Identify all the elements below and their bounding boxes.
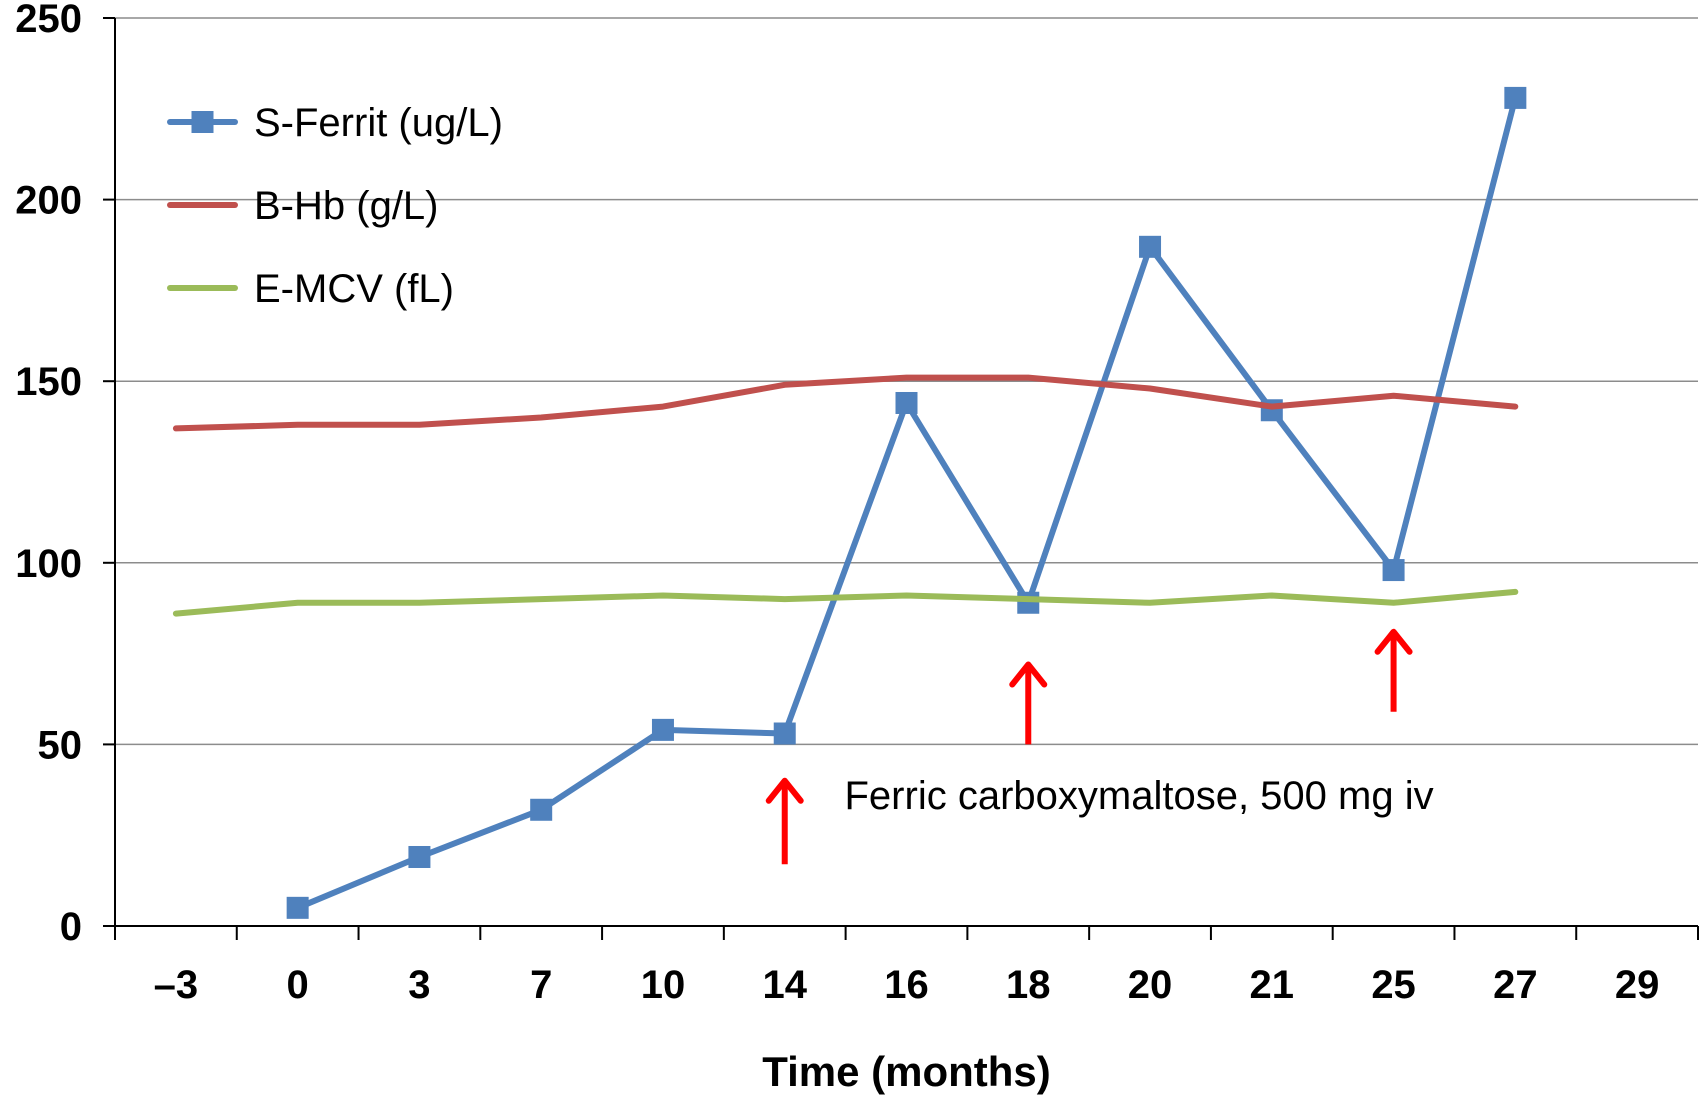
- annotation-text: Ferric carboxymaltose, 500 mg iv: [845, 774, 1434, 818]
- data-point: [286, 896, 309, 919]
- x-axis-label: Time (months): [762, 1048, 1051, 1095]
- y-tick-label: 250: [15, 0, 82, 41]
- series-line: [172, 374, 1519, 432]
- y-tick-label: 150: [15, 360, 82, 404]
- data-point: [408, 845, 431, 868]
- data-point: [651, 718, 674, 741]
- legend-label: B-Hb (g/L): [254, 184, 439, 228]
- x-tick-label: 18: [1006, 963, 1051, 1007]
- x-tick-label: 0: [287, 963, 309, 1007]
- arrow: [1374, 628, 1413, 712]
- arrow: [765, 777, 804, 865]
- arrow-head: [765, 777, 804, 804]
- legend: S-Ferrit (ug/L) B-Hb (g/L) E-MCV (fL): [167, 101, 503, 311]
- x-tick-label: 20: [1128, 963, 1173, 1007]
- grid-lines: [115, 17, 1698, 746]
- data-point: [773, 722, 796, 745]
- legend-item: S-Ferrit (ug/L): [167, 101, 503, 145]
- axes: 0 50 100 150 200 250 –3 0 3 7 10 14 16 18 20 21 25 27 29: [15, 0, 1699, 1007]
- x-tick-label: 25: [1371, 963, 1416, 1007]
- legend-item: B-Hb (g/L): [167, 184, 439, 228]
- x-tick-label: 16: [884, 963, 929, 1007]
- legend-label: S-Ferrit (ug/L): [254, 101, 503, 145]
- x-tick-label: 21: [1250, 963, 1295, 1007]
- y-tick-label: 100: [15, 542, 82, 586]
- legend-label: E-MCV (fL): [254, 267, 454, 311]
- y-tick-label: 50: [38, 723, 83, 767]
- arrow-head: [1374, 628, 1413, 655]
- y-tick-label: 0: [60, 905, 82, 949]
- legend-marker: [191, 111, 214, 133]
- x-tick-label: 10: [641, 963, 686, 1007]
- arrows-layer: [765, 628, 1413, 865]
- series-1: [172, 374, 1519, 432]
- arrow: [1009, 661, 1048, 745]
- data-point: [530, 798, 553, 821]
- data-point: [1382, 559, 1405, 582]
- x-tick-label: 3: [408, 963, 430, 1007]
- data-point: [1139, 235, 1162, 258]
- data-point: [895, 391, 918, 414]
- x-tick-label: 27: [1493, 963, 1538, 1007]
- data-point: [1017, 591, 1040, 614]
- y-tick-label: 200: [15, 179, 82, 223]
- arrow-head: [1009, 661, 1048, 688]
- x-tick-label: –3: [154, 963, 199, 1007]
- x-tick-label: 14: [762, 963, 807, 1007]
- series-2: [172, 588, 1519, 617]
- series-line: [172, 588, 1519, 617]
- x-tick-label: 7: [530, 963, 552, 1007]
- data-point: [1504, 86, 1527, 109]
- series-layer: [172, 86, 1527, 919]
- legend-item: E-MCV (fL): [167, 267, 454, 311]
- x-tick-label: 29: [1615, 963, 1660, 1007]
